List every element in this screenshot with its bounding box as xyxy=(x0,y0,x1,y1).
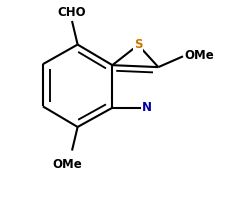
Text: S: S xyxy=(134,38,142,52)
Text: N: N xyxy=(142,101,152,114)
Text: CHO: CHO xyxy=(58,6,86,19)
Text: OMe: OMe xyxy=(184,49,214,62)
Text: OMe: OMe xyxy=(53,158,82,171)
